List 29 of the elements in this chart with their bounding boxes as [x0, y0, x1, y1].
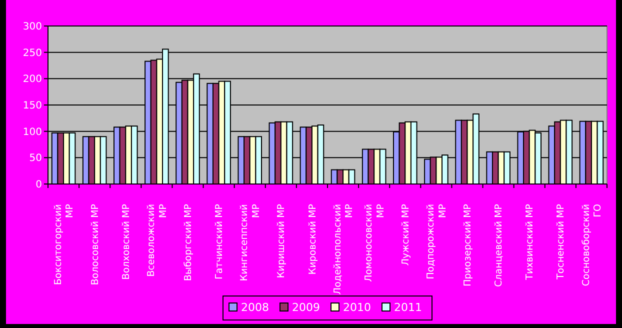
x-tick-label: Приозерский МР	[462, 204, 474, 286]
x-tick-label: Кировский МР	[307, 204, 318, 275]
y-tick-label: 100	[22, 126, 42, 138]
y-tick-label: 300	[22, 22, 42, 32]
legend-label: 2010	[343, 300, 371, 314]
x-tick-label: Ломоносовский МР	[363, 204, 386, 282]
x-tick-label: Всеволожский МР	[146, 204, 169, 277]
x-tick-label: Тихвинский МР	[524, 204, 536, 281]
x-tick-label: Волховский МР	[120, 204, 132, 280]
x-tick-label: Сланцевский МР	[494, 204, 505, 287]
y-tick-label: 50	[29, 153, 42, 164]
x-tick-label: Лодейнопольский МР	[332, 204, 356, 295]
legend-label: 2009	[292, 300, 320, 314]
x-tick-label: Киришский МР	[276, 204, 288, 278]
x-tick-label: Лужский МР	[400, 204, 412, 266]
x-tick-label: Сосновоборский ГО	[580, 204, 604, 286]
y-tick-label: 200	[22, 74, 42, 86]
y-tick-label: 0	[36, 180, 42, 190]
x-tick-label: Бокситогорский МР	[52, 204, 76, 285]
x-tick-label: Подпорожский МР	[426, 204, 448, 280]
x-tick-label: Волосовский МР	[90, 204, 101, 286]
x-tick-label: Кингисеппский МР	[239, 204, 262, 282]
x-tick-label: Гатчинский МР	[214, 204, 226, 280]
y-tick-label: 150	[22, 100, 42, 112]
legend-label: 2011	[394, 300, 422, 314]
y-tick-label: 250	[22, 48, 42, 59]
legend-label: 2008	[241, 300, 269, 314]
x-tick-label: Выборгский МР	[183, 204, 194, 281]
x-tick-label: Тосненский МР	[556, 204, 567, 280]
